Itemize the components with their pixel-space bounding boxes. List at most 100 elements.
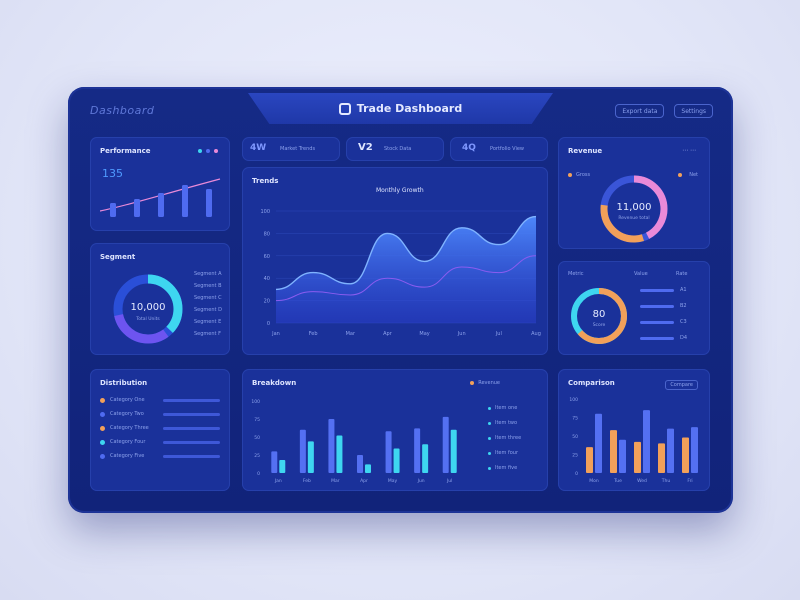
row-bar xyxy=(163,440,220,444)
performance-panel: Performance 135 xyxy=(90,137,230,231)
donut-center-sub: Total Units xyxy=(135,316,160,322)
donut-center-value: 11,000 xyxy=(617,202,652,213)
performance-value: 135 xyxy=(102,167,123,180)
tab-label: Stock Data xyxy=(384,146,412,152)
y-tick-label: 75 xyxy=(254,417,260,423)
more-icon[interactable]: ⋯ ⋯ xyxy=(682,147,696,154)
row-dot xyxy=(100,411,105,417)
distribution-title: Distribution xyxy=(100,379,148,387)
distribution-list: Category One Category Two Category Three Ca… xyxy=(100,397,220,459)
trends-chart-label: Monthly Growth xyxy=(376,187,424,194)
perf-bar xyxy=(182,185,188,217)
row-label: A1 xyxy=(680,287,687,293)
bar-series-b xyxy=(422,444,429,473)
tab-stock-data[interactable]: V2 Stock Data xyxy=(346,137,444,161)
comparison-title: Comparison xyxy=(568,379,615,387)
y-tick-label: 0 xyxy=(575,471,578,477)
score-row: C3 xyxy=(640,319,687,325)
donut-segment-violet xyxy=(113,274,183,344)
x-tick-label: Mar xyxy=(331,478,340,484)
row-label: Item two xyxy=(495,420,518,426)
score-panel: Metric Value Rate 80 Score A1 B2 C3 D4 xyxy=(558,261,710,355)
row-bar xyxy=(163,398,220,402)
legend-dot xyxy=(214,149,218,153)
bar-series-a xyxy=(299,429,306,473)
segment-panel: Segment 10,000 Total Units Segment A Seg… xyxy=(90,243,230,355)
row-label: B2 xyxy=(680,303,687,309)
row-label: Category One xyxy=(110,397,145,403)
tab-market-trends[interactable]: 4W Market Trends xyxy=(242,137,340,161)
bar-series-a xyxy=(442,416,449,473)
breakdown-list-item: Item one xyxy=(488,405,521,411)
x-tick-label: Mar xyxy=(346,331,356,337)
revenue-legend-gross: Gross xyxy=(576,172,591,178)
row-bar xyxy=(640,304,674,308)
y-tick-label: 80 xyxy=(264,231,270,237)
legend-dots xyxy=(198,149,218,153)
x-tick-label: Apr xyxy=(383,331,393,337)
row-dot xyxy=(488,406,491,410)
score-label-rate: Rate xyxy=(676,271,688,277)
settings-button[interactable]: Settings xyxy=(674,104,713,118)
row-bar xyxy=(163,454,220,458)
row-label: Item four xyxy=(495,450,519,456)
bar-series-orange xyxy=(610,430,617,473)
tab-label: Portfolio View xyxy=(490,146,525,152)
bar-series-a xyxy=(357,455,363,473)
row-label: C3 xyxy=(680,319,687,325)
row-label: Item three xyxy=(495,435,522,441)
legend-dot xyxy=(198,149,202,153)
trends-panel: Trends Monthly Growth 100 80 60 40 20 0 Jan Feb… xyxy=(242,167,548,355)
y-tick-label: 75 xyxy=(572,416,578,422)
bar-series-blue xyxy=(595,413,602,473)
comparison-legend[interactable]: Compare xyxy=(665,380,698,390)
row-dot xyxy=(488,451,491,455)
legend-item: Segment C xyxy=(194,295,222,301)
x-tick-label: Jan xyxy=(274,478,282,484)
bar-series-blue xyxy=(667,428,674,473)
legend-dot-orange xyxy=(678,173,682,177)
y-tick-label: 0 xyxy=(257,471,260,477)
row-bar xyxy=(640,336,674,340)
x-tick-label: Feb xyxy=(303,478,311,484)
revenue-title: Revenue xyxy=(568,147,603,155)
x-tick-label: May xyxy=(419,331,429,337)
x-tick-label: Aug xyxy=(531,331,541,337)
row-dot xyxy=(100,397,105,403)
bar-series-blue xyxy=(619,439,626,473)
title-tab: Trade Dashboard xyxy=(248,93,553,124)
y-tick-label: 100 xyxy=(251,399,260,405)
donut-center-sub: Score xyxy=(593,322,606,328)
revenue-panel: Revenue ⋯ ⋯ Gross Net 11,000 Revenue tot… xyxy=(558,137,710,249)
score-rows: A1 B2 C3 D4 xyxy=(640,287,687,341)
breakdown-list-item: Item two xyxy=(488,420,521,426)
row-dot xyxy=(100,439,105,445)
breakdown-title: Breakdown xyxy=(252,379,297,387)
bar-series-orange xyxy=(586,447,593,473)
export-button[interactable]: Export data xyxy=(615,104,665,118)
bar-series-a xyxy=(385,431,392,473)
distribution-row: Category One xyxy=(100,397,220,403)
donut-segment-cyan xyxy=(113,274,183,344)
x-tick-label: Fri xyxy=(687,478,692,484)
x-tick-label: Jun xyxy=(417,478,425,484)
row-dot xyxy=(488,436,491,440)
donut-segment-pink xyxy=(600,175,668,243)
y-tick-label: 25 xyxy=(572,453,578,459)
trends-title: Trends xyxy=(252,177,279,185)
perf-bar xyxy=(134,199,140,217)
breakdown-list: Item one Item two Item three Item four Item … xyxy=(488,405,521,471)
bar-series-orange xyxy=(658,443,665,473)
x-tick-label: Jul xyxy=(495,331,502,337)
tab-portfolio-view[interactable]: 4Q Portfolio View xyxy=(450,137,548,161)
legend-item: Segment D xyxy=(194,307,222,313)
legend-item: Segment E xyxy=(194,319,222,325)
x-tick-label: Jun xyxy=(457,331,466,337)
segment-legend: Segment A Segment B Segment C Segment D … xyxy=(194,271,222,337)
bar-series-orange xyxy=(682,437,689,473)
distribution-row: Category Two xyxy=(100,411,220,417)
breakdown-bar-chart: 0 25 50 75 100 Jan Feb Mar Apr May Jun Jul xyxy=(251,399,457,484)
legend-item: Segment B xyxy=(194,283,222,289)
x-tick-label: Apr xyxy=(360,478,368,484)
breakdown-list-item: Item four xyxy=(488,450,521,456)
